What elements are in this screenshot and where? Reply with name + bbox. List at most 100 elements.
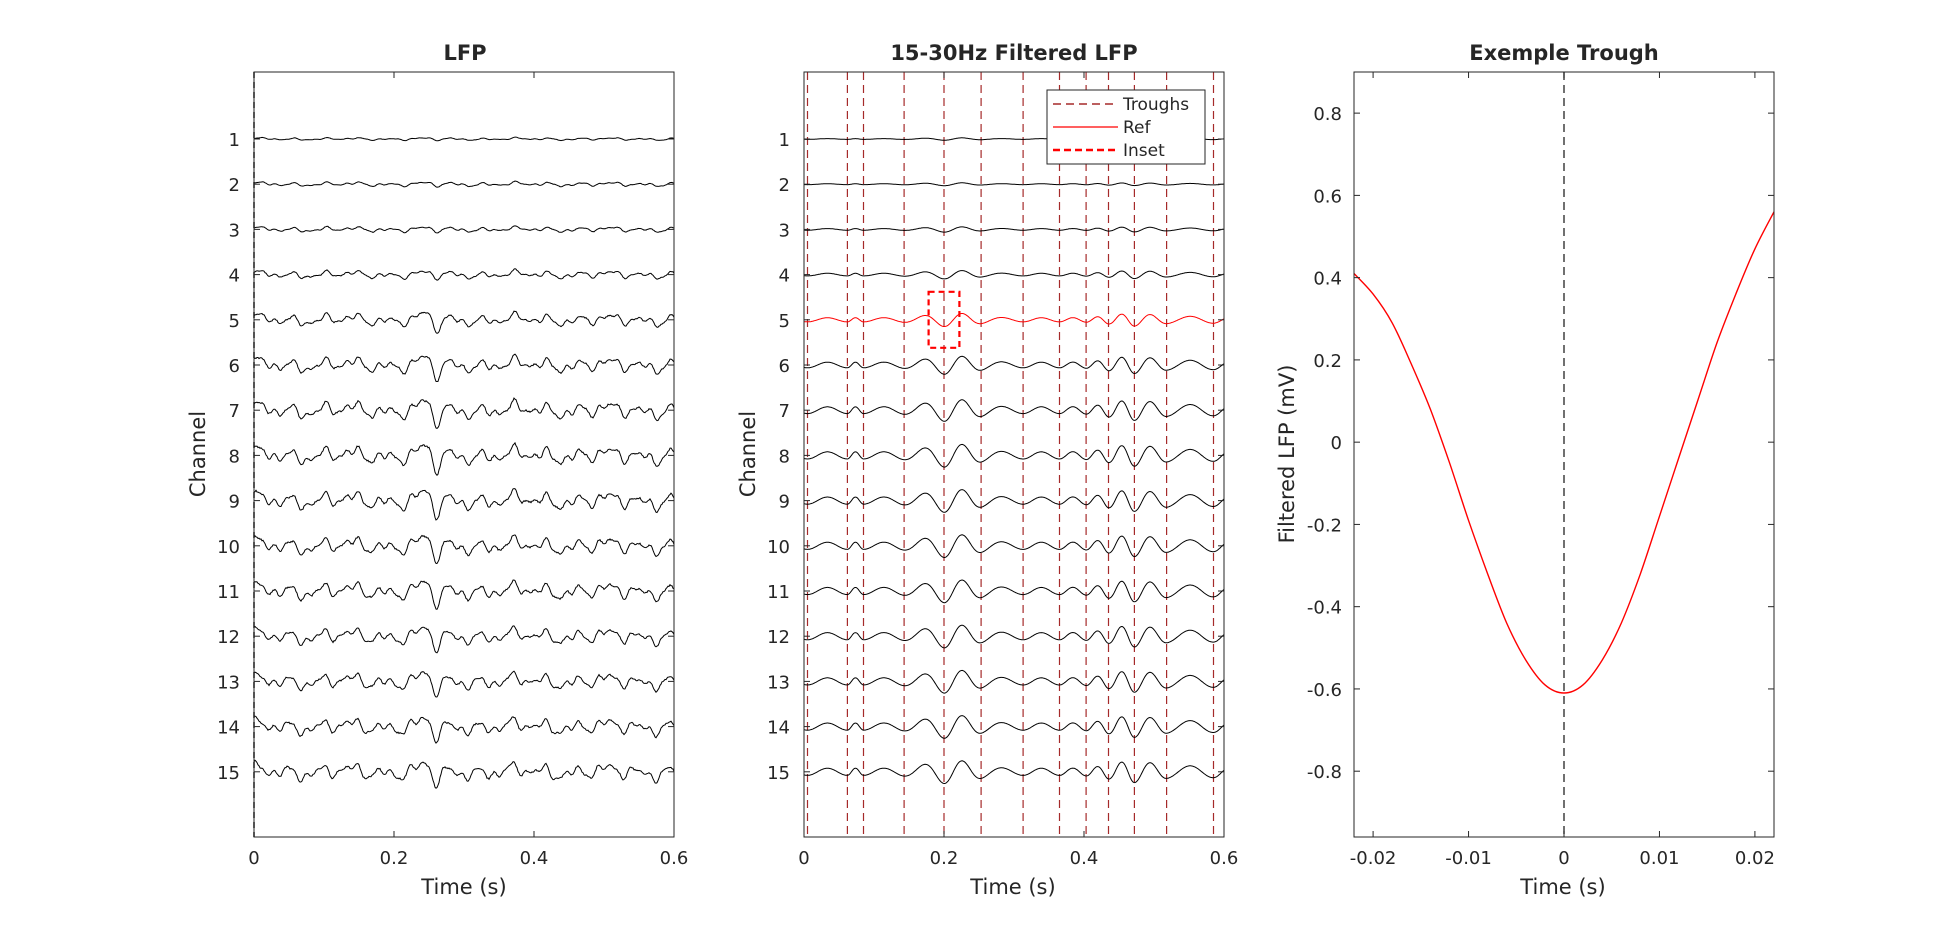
legend: Troughs Ref Inset xyxy=(1046,89,1206,165)
y-tick-label: 2 xyxy=(779,175,790,196)
y-tick-label: 10 xyxy=(217,537,240,558)
panel-filtered-trough-lines xyxy=(806,72,1215,837)
y-tick-label: 11 xyxy=(217,582,240,603)
y-tick-label: 14 xyxy=(217,718,240,739)
panel-lfp-ylabel: Channel xyxy=(186,411,210,497)
legend-ref-label: Ref xyxy=(1123,118,1152,138)
channel-trace xyxy=(253,441,675,477)
channel-trace xyxy=(253,353,675,383)
channel-trace xyxy=(253,488,675,521)
channel-trace xyxy=(803,760,1225,784)
y-tick-label: -0.8 xyxy=(1307,762,1342,783)
panel-lfp-traces xyxy=(253,136,675,789)
channel-trace xyxy=(803,443,1225,468)
y-tick-label: 0.8 xyxy=(1313,104,1342,125)
y-tick-label: 0.4 xyxy=(1313,269,1342,290)
channel-trace xyxy=(253,268,675,281)
y-tick-label: 11 xyxy=(767,582,790,603)
channel-trace xyxy=(253,180,675,188)
panel-lfp-x-ticks: 0 0.2 0.4 0.6 xyxy=(248,72,688,869)
y-tick-label: 0 xyxy=(1331,433,1342,454)
y-tick-label: 8 xyxy=(779,446,790,467)
inset-box xyxy=(927,290,961,349)
panel-filtered-ylabel: Channel xyxy=(736,411,760,497)
y-tick-label: 7 xyxy=(779,401,790,422)
y-tick-label: 3 xyxy=(779,220,790,241)
panel-filtered-lfp: 15-30Hz Filtered LFP 1234567891011121314… xyxy=(736,41,1238,899)
channel-trace xyxy=(803,579,1225,604)
x-tick-label: 0.01 xyxy=(1639,848,1679,869)
y-tick-label: 9 xyxy=(779,492,790,513)
y-tick-label: 0.6 xyxy=(1313,186,1342,207)
channel-trace xyxy=(253,136,675,142)
x-tick-label: 0.02 xyxy=(1735,848,1775,869)
channel-trace xyxy=(803,715,1225,739)
y-tick-label: -0.4 xyxy=(1307,598,1342,619)
channel-trace xyxy=(253,579,675,610)
channel-trace xyxy=(803,270,1225,280)
panel-trough-title: Exemple Trough xyxy=(1469,41,1659,65)
x-tick-label: -0.01 xyxy=(1445,848,1492,869)
channel-trace xyxy=(253,670,675,698)
panel-filtered-xlabel: Time (s) xyxy=(969,875,1055,899)
y-tick-label: 13 xyxy=(767,672,790,693)
panel-filtered-axes-box xyxy=(803,71,1225,838)
panel-filtered-title: 15-30Hz Filtered LFP xyxy=(890,41,1137,65)
channel-trace xyxy=(803,534,1225,558)
legend-troughs-label: Troughs xyxy=(1122,95,1189,115)
panel-filtered-traces xyxy=(803,137,1225,784)
panel-trough-xlabel: Time (s) xyxy=(1519,875,1605,899)
panel-lfp-xlabel: Time (s) xyxy=(420,875,506,899)
y-tick-label: 2 xyxy=(229,175,240,196)
channel-trace xyxy=(253,625,675,654)
channel-trace xyxy=(253,715,675,744)
y-tick-label: 12 xyxy=(217,627,240,648)
channel-trace xyxy=(253,397,675,429)
channel-trace xyxy=(253,310,675,334)
y-tick-label: 10 xyxy=(767,537,790,558)
channel-trace xyxy=(803,355,1225,375)
y-tick-label: 8 xyxy=(229,446,240,467)
channel-trace xyxy=(803,669,1225,694)
panel-trough-x-ticks: -0.02 -0.01 0 0.01 0.02 xyxy=(1350,72,1775,869)
x-tick-label: 0.4 xyxy=(1070,848,1099,869)
y-tick-label: 1 xyxy=(779,130,790,151)
x-tick-label: 0 xyxy=(1558,848,1569,869)
y-tick-label: 6 xyxy=(229,356,240,377)
panel-filtered-x-ticks: 0 0.2 0.4 0.6 xyxy=(798,72,1238,869)
y-tick-label: 15 xyxy=(217,763,240,784)
y-tick-label: 3 xyxy=(229,220,240,241)
y-tick-label: 15 xyxy=(767,763,790,784)
channel-trace xyxy=(253,759,675,789)
x-tick-label: 0 xyxy=(798,848,809,869)
legend-inset-label: Inset xyxy=(1123,141,1165,161)
panel-lfp-axes-box xyxy=(253,71,675,838)
y-tick-label: 6 xyxy=(779,356,790,377)
x-tick-label: 0.6 xyxy=(1210,848,1239,869)
y-tick-label: 5 xyxy=(229,311,240,332)
channel-trace xyxy=(253,225,675,234)
y-tick-label: 4 xyxy=(779,266,790,287)
y-tick-label: -0.2 xyxy=(1307,515,1342,536)
x-tick-label: -0.02 xyxy=(1350,848,1397,869)
channel-trace xyxy=(253,534,675,565)
y-tick-label: 0.2 xyxy=(1313,351,1342,372)
channel-trace xyxy=(803,489,1225,513)
y-tick-label: 12 xyxy=(767,627,790,648)
y-tick-label: 7 xyxy=(229,401,240,422)
y-tick-label: 9 xyxy=(229,492,240,513)
panel-example-trough: Exemple Trough 0.8 0.6 0.4 0.2 0 -0.2 -0.4 -0.6… xyxy=(1275,41,1775,899)
trough-curve xyxy=(1353,211,1775,694)
panel-trough-ylabel: Filtered LFP (mV) xyxy=(1275,365,1299,544)
x-tick-label: 0 xyxy=(248,848,259,869)
panel-lfp-title: LFP xyxy=(443,41,486,65)
channel-trace xyxy=(803,624,1225,649)
y-tick-label: 1 xyxy=(229,130,240,151)
panel-trough-y-ticks: 0.8 0.6 0.4 0.2 0 -0.2 -0.4 -0.6 -0.8 xyxy=(1307,104,1774,783)
channel-trace xyxy=(804,182,1225,187)
